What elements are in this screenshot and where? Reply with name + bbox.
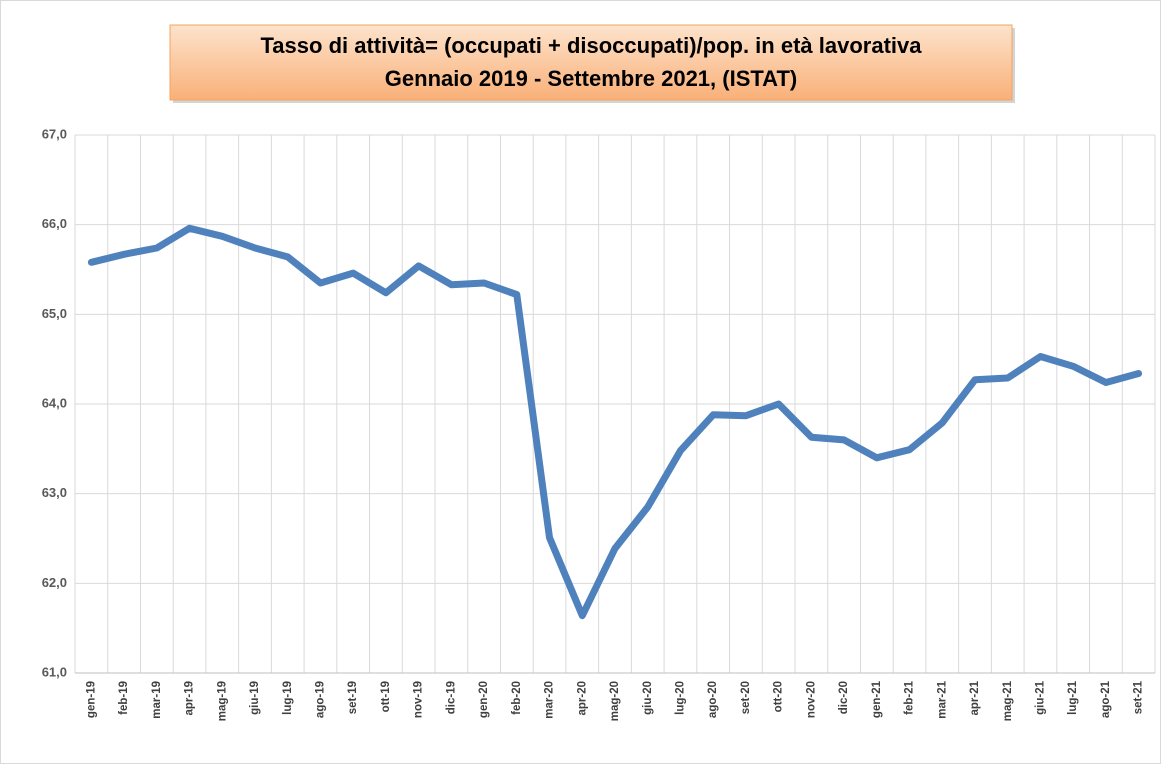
- x-tick-label: lug-21: [1067, 680, 1079, 714]
- x-tick-label: mar-20: [544, 681, 556, 719]
- line-series: [87, 224, 1143, 620]
- x-tick-label: lug-19: [282, 681, 294, 715]
- title-box: [169, 24, 1013, 101]
- y-tick-label: 64,0: [42, 395, 67, 410]
- x-tick-label: ago-21: [1100, 680, 1112, 718]
- x-tick-label: giu-21: [1034, 680, 1046, 714]
- y-tick-label: 62,0: [42, 575, 67, 590]
- x-tick-label: gen-20: [478, 681, 490, 718]
- x-tick-label: ago-19: [314, 681, 326, 718]
- x-tick-label: mag-21: [1002, 680, 1014, 721]
- x-tick-label: lug-20: [674, 681, 686, 715]
- x-tick-label: giu-19: [249, 681, 261, 715]
- x-tick-label: apr-21: [969, 680, 981, 715]
- x-tick-label: mag-20: [609, 681, 621, 721]
- chart-subtitle: Gennaio 2019 - Settembre 2021, (ISTAT): [385, 66, 797, 91]
- x-tick-label: giu-20: [642, 681, 654, 715]
- x-tick-label: nov-19: [413, 681, 425, 718]
- x-tick-label: mar-21: [936, 680, 948, 718]
- x-tick-label: nov-20: [805, 681, 817, 718]
- x-tick-label: apr-19: [184, 681, 196, 716]
- y-tick-label: 61,0: [42, 664, 67, 679]
- chart-title: Tasso di attività= (occupati + disoccupa…: [261, 33, 923, 58]
- x-tick-label: gen-21: [871, 680, 883, 718]
- x-tick-label: dic-20: [838, 681, 850, 714]
- x-tick-label: mag-19: [216, 681, 228, 721]
- x-tick-label: ago-20: [707, 681, 719, 718]
- x-tick-label: set-20: [740, 681, 752, 714]
- x-tick-label: mar-19: [151, 681, 163, 719]
- y-tick-label: 66,0: [42, 216, 67, 231]
- x-tick-label: feb-19: [118, 681, 130, 715]
- x-tick-label: ott-19: [380, 681, 392, 712]
- y-tick-label: 67,0: [42, 126, 67, 141]
- x-tick-label: ott-20: [773, 681, 785, 712]
- x-tick-label: gen-19: [85, 681, 97, 718]
- x-tick-label: dic-19: [445, 681, 457, 714]
- x-tick-label: feb-21: [904, 680, 916, 714]
- y-tick-label: 65,0: [42, 306, 67, 321]
- x-tick-label: set-21: [1133, 680, 1145, 714]
- x-tick-label: feb-20: [511, 681, 523, 715]
- x-tick-label: set-19: [347, 681, 359, 714]
- x-tick-label: apr-20: [576, 681, 588, 716]
- y-tick-label: 63,0: [42, 485, 67, 500]
